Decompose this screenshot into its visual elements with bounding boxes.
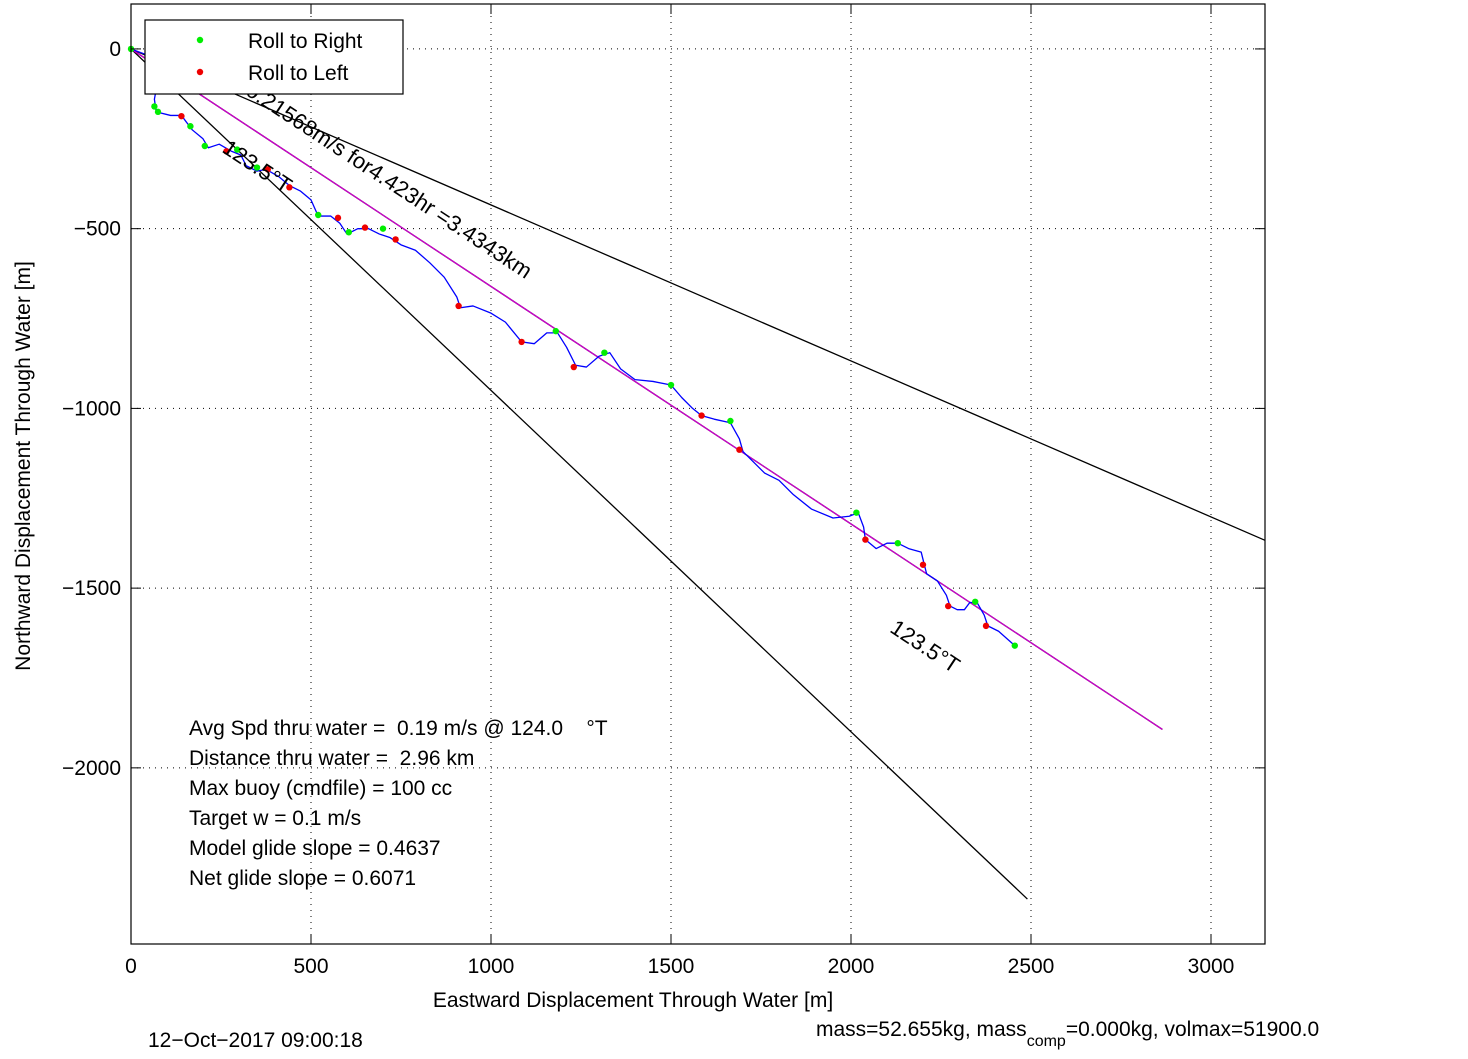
roll-right-marker bbox=[379, 225, 387, 232]
reference-line bbox=[130, 48, 1028, 900]
stats-line: Distance thru water = 2.96 km bbox=[189, 747, 474, 770]
legend-label: Roll to Left bbox=[248, 62, 349, 85]
roll-right-marker bbox=[853, 509, 860, 516]
roll-left-marker bbox=[286, 184, 293, 191]
roll-left-marker bbox=[178, 112, 185, 120]
roll-left-marker bbox=[862, 536, 869, 543]
stats-line: Max buoy (cmdfile) = 100 cc bbox=[189, 777, 452, 800]
legend: Roll to Right Roll to Left bbox=[144, 19, 404, 95]
reference-line bbox=[130, 48, 1163, 730]
y-tick-label: 0 bbox=[109, 38, 121, 61]
y-tick-label: −500 bbox=[74, 218, 121, 241]
roll-left-marker bbox=[982, 622, 990, 630]
roll-right-marker bbox=[234, 146, 241, 153]
roll-right-marker bbox=[552, 327, 559, 335]
roll-right-marker bbox=[972, 598, 979, 605]
mass-info-text: mass=52.655kg, masscomp=0.000kg, volmax=… bbox=[816, 1018, 1319, 1050]
legend-box bbox=[144, 19, 404, 95]
mass-subscript: comp bbox=[1027, 1033, 1066, 1050]
x-axis-label: Eastward Displacement Through Water [m] bbox=[433, 989, 833, 1012]
x-tick-label: 500 bbox=[293, 955, 328, 978]
roll-right-marker bbox=[727, 417, 734, 425]
roll-right-marker bbox=[894, 539, 901, 547]
stats-line: Model glide slope = 0.4637 bbox=[189, 837, 441, 860]
legend-marker bbox=[196, 68, 204, 76]
roll-left-marker bbox=[223, 148, 230, 155]
roll-right-marker bbox=[201, 142, 208, 150]
roll-right-marker bbox=[667, 381, 675, 389]
glider-track bbox=[130, 48, 1016, 647]
x-tick-label: 1000 bbox=[468, 955, 515, 978]
stats-text-block: Avg Spd thru water = 0.19 m/s @ 124.0 °T… bbox=[189, 717, 608, 890]
y-tick-label: −2000 bbox=[62, 757, 121, 780]
stats-line: Net glide slope = 0.6071 bbox=[189, 867, 416, 890]
reference-lines bbox=[130, 48, 1266, 900]
x-tick-label: 2500 bbox=[1008, 955, 1055, 978]
roll-right-marker bbox=[1011, 642, 1018, 649]
legend-label: Roll to Right bbox=[248, 30, 363, 53]
x-tick-label: 1500 bbox=[648, 955, 695, 978]
roll-left-marker bbox=[361, 224, 369, 231]
x-tick-label: 2000 bbox=[828, 955, 875, 978]
legend-marker bbox=[196, 36, 204, 44]
stats-line: Avg Spd thru water = 0.19 m/s @ 124.0 °T bbox=[189, 717, 608, 740]
roll-right-marker bbox=[154, 108, 162, 116]
roll-left-marker bbox=[736, 446, 743, 453]
roll-right-marker bbox=[187, 123, 194, 130]
roll-left-marker bbox=[518, 338, 525, 346]
roll-left-marker bbox=[392, 236, 399, 243]
y-tick-label: −1500 bbox=[62, 577, 121, 600]
roll-right-marker bbox=[345, 229, 352, 236]
mass-text-after: =0.000kg, volmax=51900.0 bbox=[1066, 1018, 1319, 1041]
roll-left-marker bbox=[334, 214, 342, 222]
roll-markers bbox=[127, 45, 1018, 649]
plot-frame bbox=[130, 3, 1266, 945]
roll-right-marker bbox=[601, 349, 608, 356]
roll-right-marker bbox=[151, 103, 158, 110]
x-tick-label: 3000 bbox=[1188, 955, 1235, 978]
mass-text-before: mass=52.655kg, mass bbox=[816, 1018, 1027, 1041]
axis-ticks: 0 500 1000 1500 2000 2500 3000 0 −500 −1000 −1500 −… bbox=[62, 4, 1265, 978]
roll-left-marker bbox=[455, 302, 462, 310]
roll-left-marker bbox=[698, 412, 705, 419]
y-axis-label: Northward Displacement Through Water [m] bbox=[12, 261, 35, 671]
roll-left-marker bbox=[919, 561, 927, 568]
roll-right-marker bbox=[253, 164, 261, 171]
roll-left-marker bbox=[570, 363, 577, 371]
timestamp-text: 12−Oct−2017 09:00:18 bbox=[148, 1029, 363, 1052]
stats-line: Target w = 0.1 m/s bbox=[189, 807, 361, 830]
roll-left-marker bbox=[264, 166, 271, 173]
y-tick-label: −1000 bbox=[62, 397, 121, 420]
roll-right-marker bbox=[315, 211, 322, 219]
roll-left-marker bbox=[945, 602, 952, 610]
x-tick-label: 0 bbox=[125, 955, 137, 978]
reference-line bbox=[130, 48, 1266, 541]
track-line bbox=[130, 48, 1016, 647]
